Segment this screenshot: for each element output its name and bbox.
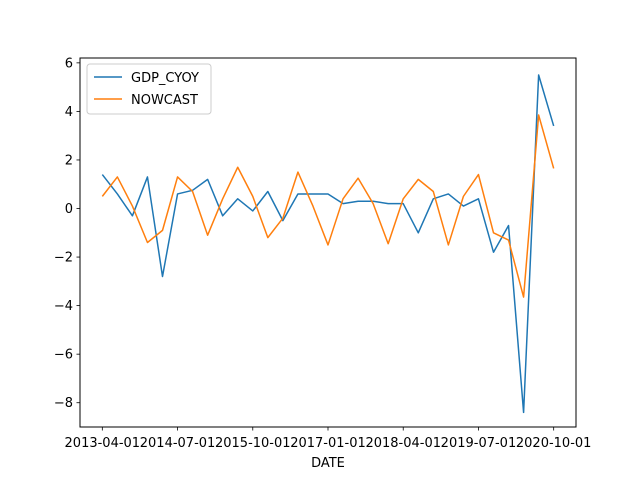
y-tick-label: 2 <box>65 153 73 168</box>
x-tick-label: 2013-04-01 <box>65 436 141 451</box>
x-tick-label: 2015-10-01 <box>215 436 291 451</box>
x-axis: 2013-04-01 2014-07-01 2015-10-01 2017-01-01… <box>65 427 592 451</box>
x-axis-label: DATE <box>311 456 345 471</box>
x-tick-label: 2020-10-01 <box>516 436 592 451</box>
y-tick-label: −8 <box>54 396 73 411</box>
y-axis: −8 −6 −4 −2 0 2 4 6 <box>54 56 80 411</box>
y-tick-label: 0 <box>65 202 73 217</box>
y-tick-label: 4 <box>65 105 73 120</box>
x-tick-label: 2019-07-01 <box>441 436 517 451</box>
x-tick-label: 2014-07-01 <box>140 436 216 451</box>
legend-label: GDP_CYOY <box>131 71 199 86</box>
plot-lines <box>101 74 555 414</box>
y-tick-label: −2 <box>54 251 73 266</box>
y-tick-label: −4 <box>54 299 73 314</box>
legend-label: NOWCAST <box>131 93 198 108</box>
y-tick-label: 6 <box>65 56 73 71</box>
series-line-nowcast <box>101 114 555 298</box>
x-tick-label: 2018-04-01 <box>365 436 441 451</box>
series-line-gdp-cyoy <box>101 74 555 414</box>
x-tick-label: 2017-01-01 <box>290 436 366 451</box>
y-tick-label: −6 <box>54 348 73 363</box>
legend: GDP_CYOY NOWCAST <box>86 63 212 115</box>
